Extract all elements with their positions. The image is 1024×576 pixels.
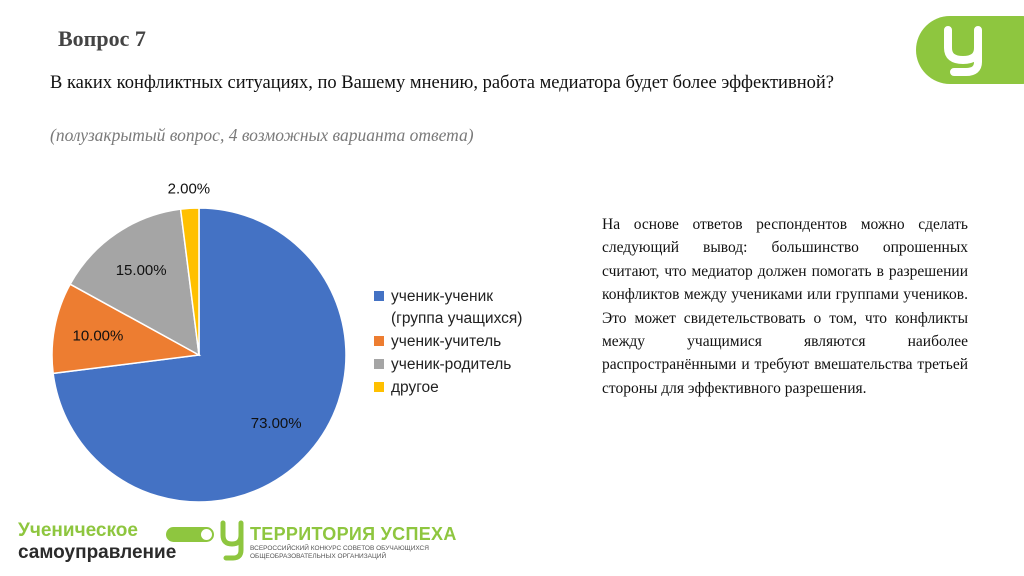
legend-swatch xyxy=(374,291,384,301)
pie-slice xyxy=(69,208,200,357)
pie-slice xyxy=(179,207,200,356)
brand-logo-badge xyxy=(916,16,1024,84)
legend-label: ученик-учитель xyxy=(391,333,501,350)
brand-name: ТЕРРИТОРИЯ УСПЕХА xyxy=(250,524,457,544)
conclusion-text: На основе ответов респондентов можно сде… xyxy=(602,216,968,397)
question-note: (полузакрытый вопрос, 4 возможных вариан… xyxy=(50,125,474,145)
u-letter-icon xyxy=(220,520,244,561)
legend-label: (группа учащихся) xyxy=(391,310,522,327)
pie-data-label: 10.00% xyxy=(72,328,123,345)
pie-slice xyxy=(51,283,202,375)
pie-data-label: 2.00% xyxy=(168,180,211,197)
chart-legend: ученик-ученик (группа учащихся) ученик-учи… xyxy=(374,288,522,396)
pie-slices xyxy=(51,207,347,503)
pie-data-label: 15.00% xyxy=(116,262,167,279)
slide-title: Вопрос 7 xyxy=(58,26,146,51)
legend-label: другое xyxy=(391,379,439,396)
u-letter-icon xyxy=(944,26,982,76)
logo-line-1: Ученическое xyxy=(18,520,138,541)
pie-chart: 73.00% 10.00% 15.00% 2.00% ученик-ученик (гр… xyxy=(51,180,522,503)
question-text: В каких конфликтных ситуациях, по Вашему… xyxy=(50,73,834,93)
pie-data-label: 73.00% xyxy=(251,415,302,432)
legend-swatch xyxy=(374,359,384,369)
toggle-icon xyxy=(166,527,214,542)
legend-swatch xyxy=(374,336,384,346)
pie-data-labels: 73.00% 10.00% 15.00% 2.00% xyxy=(72,180,301,432)
legend-label: ученик-родитель xyxy=(391,356,511,373)
legend-label: ученик-ученик xyxy=(391,288,493,305)
brand-subtitle: Всероссийский конкурс советов обучающихс… xyxy=(250,545,429,560)
legend-swatch xyxy=(374,382,384,392)
territory-of-success-logo: ТЕРРИТОРИЯ УСПЕХА Всероссийский конкурс … xyxy=(218,520,468,566)
student-government-logo: Ученическое самоуправление xyxy=(18,520,214,566)
logo-line-2: самоуправление xyxy=(18,542,177,563)
